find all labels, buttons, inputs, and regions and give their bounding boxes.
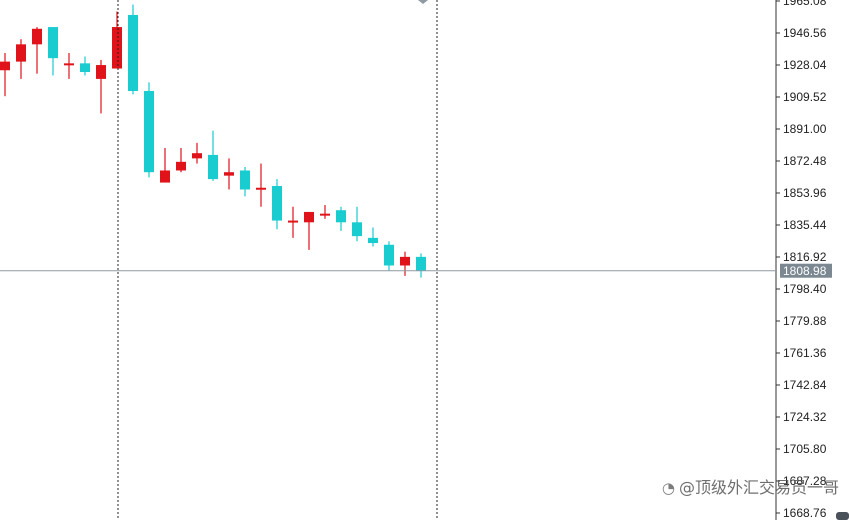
candle-body [32,28,42,45]
tick-label: 1668.76 [783,506,827,520]
tick-label: 1853.96 [783,186,827,200]
current-price-label: 1808.98 [783,264,827,278]
candle-body [96,65,106,79]
candle[interactable] [144,82,154,178]
weibo-icon: ◔ [661,479,675,497]
candle[interactable] [96,59,106,114]
tick-label: 1872.48 [783,154,827,168]
watermark: ◔ @顶级外汇交易员一哥 [662,474,839,498]
tick-label: 1779.88 [783,314,827,328]
candle-body [128,14,138,91]
candles-group [0,4,426,278]
candle[interactable] [336,206,346,231]
candle[interactable] [160,148,170,183]
candle[interactable] [128,4,138,95]
candle[interactable] [48,27,58,76]
candle-body [0,61,10,71]
candle[interactable] [0,52,10,97]
current-price-tag [780,263,832,278]
candle[interactable] [352,206,362,242]
tick-label: 1909.52 [783,90,827,104]
tick-label: 1742.84 [783,378,827,392]
period-separators [117,0,438,520]
candle-body [240,170,250,190]
candle-body [272,186,282,221]
tick-label: 1798.40 [783,282,827,296]
tick-label: 1816.92 [783,250,827,264]
candle-body [48,27,58,59]
candle-body [208,154,218,180]
candle[interactable] [176,148,186,173]
candle-body [288,220,298,223]
candle-body [16,44,26,62]
watermark-text: @顶级外汇交易员一哥 [678,478,839,497]
candle-body [64,63,74,66]
tick-label: 1687.28 [783,474,827,488]
candle[interactable] [240,167,250,197]
candle[interactable] [80,56,90,76]
candle[interactable] [368,227,378,247]
candle[interactable] [32,27,42,74]
candle-body [320,213,330,216]
candle[interactable] [320,205,330,219]
tick-label: 1724.32 [783,410,827,424]
candle-body [336,210,346,223]
tick-label: 1965.08 [783,0,827,8]
candle-body [160,170,170,183]
candle[interactable] [256,163,266,207]
candle-body [304,211,314,223]
tick-label: 1761.36 [783,346,827,360]
candle[interactable] [304,211,314,250]
tick-label: 1946.56 [783,26,827,40]
candle[interactable] [400,251,410,276]
tick-label: 1928.04 [783,58,827,72]
candle[interactable] [112,11,122,69]
tick-label: 1835.44 [783,218,827,232]
candle-body [144,90,154,173]
candle[interactable] [64,52,74,79]
candle[interactable] [384,241,394,271]
candle[interactable] [16,39,26,79]
candle-body [416,256,426,271]
axis-background [776,0,849,520]
tick-label: 1705.80 [783,442,827,456]
candle[interactable] [272,179,282,230]
candle-body [176,161,186,171]
candle-body [192,153,202,159]
candle[interactable] [288,206,298,238]
candle[interactable] [208,130,218,181]
scale-handle[interactable] [836,512,849,520]
candle-body [224,172,234,176]
candle-body [368,237,378,244]
shift-marker[interactable] [418,0,428,4]
candle-body [384,244,394,266]
candle-body [112,27,122,69]
candle-body [352,222,362,237]
candle-body [400,256,410,266]
candle[interactable] [224,158,234,190]
candle-body [256,187,266,190]
candle[interactable] [416,253,426,278]
tick-label: 1891.00 [783,122,827,136]
candle[interactable] [192,142,202,164]
candle-body [80,63,90,72]
